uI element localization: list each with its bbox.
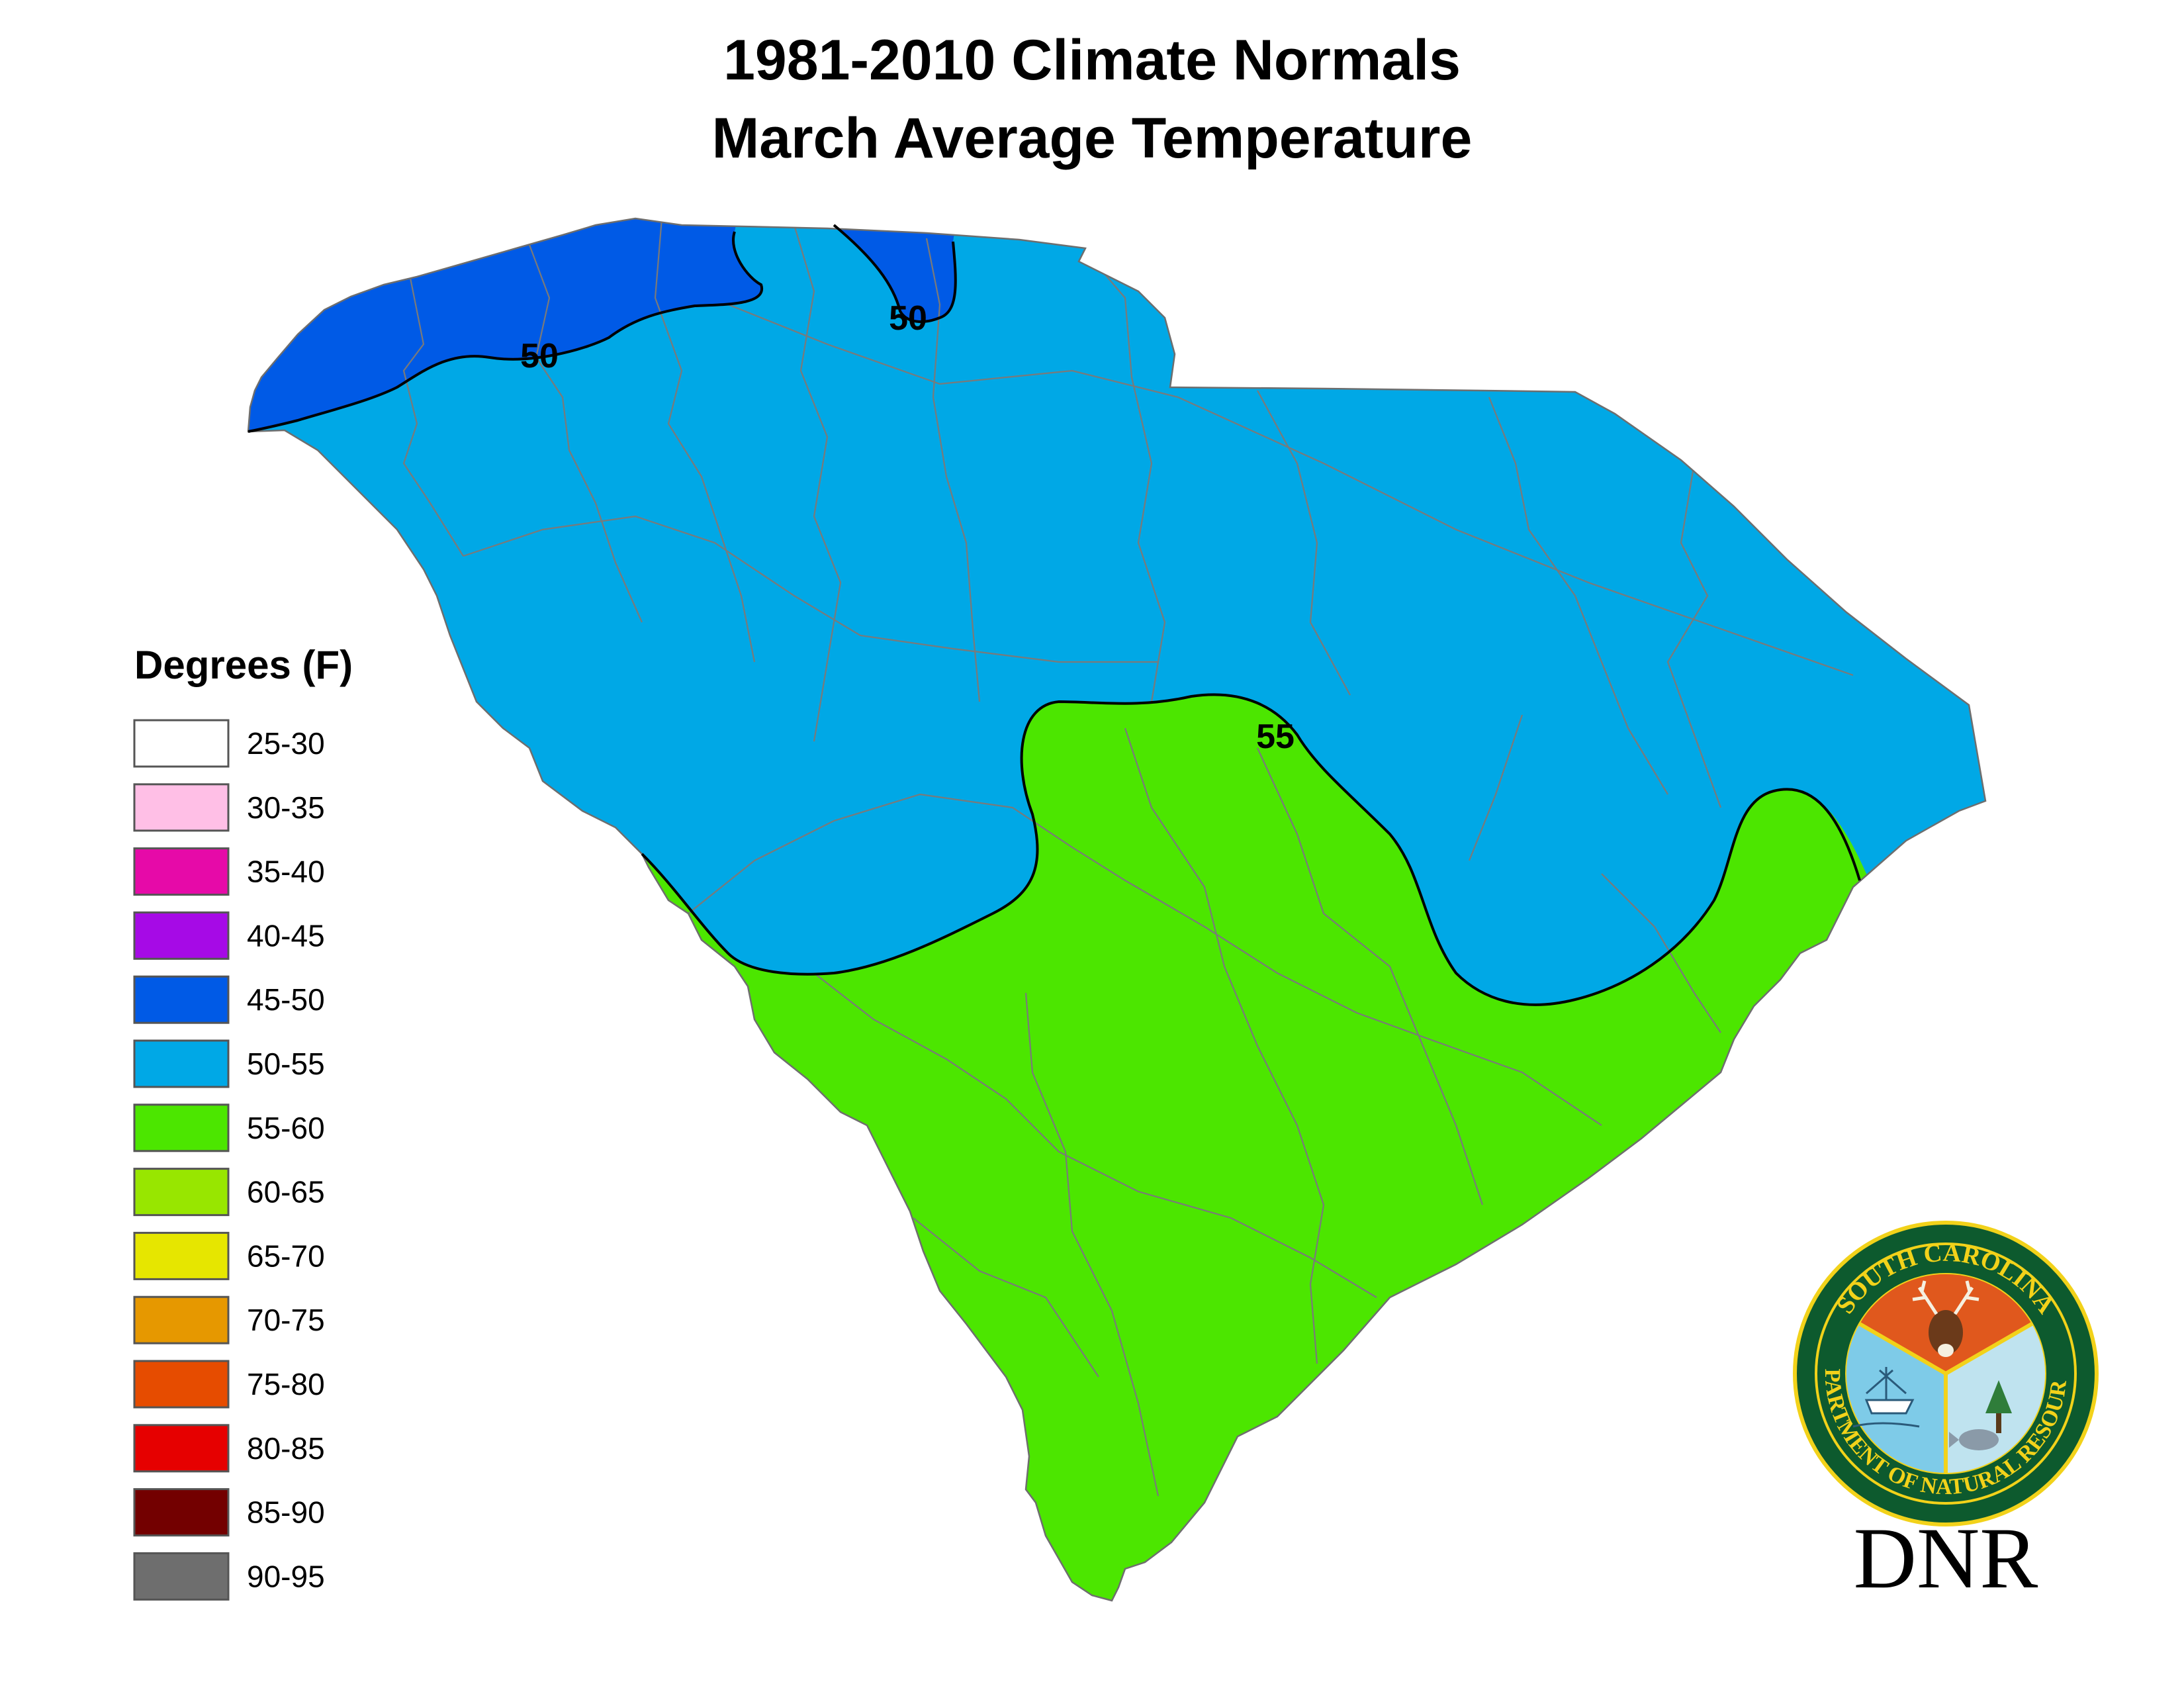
legend-swatch-55-60 bbox=[133, 1103, 230, 1152]
legend-label-80-85: 80-85 bbox=[247, 1431, 325, 1466]
legend-swatch-50-55 bbox=[133, 1039, 230, 1088]
isotherm-50-north-central bbox=[833, 224, 957, 323]
legend-label-65-70: 65-70 bbox=[247, 1239, 325, 1273]
legend-swatch-60-65 bbox=[133, 1168, 230, 1217]
state-map bbox=[248, 218, 1985, 1601]
legend-label-30-35: 30-35 bbox=[247, 790, 325, 825]
dnr-logo: SOUTH CAROLINA DEPARTMENT OF NATURAL RES… bbox=[1793, 1221, 2099, 1526]
legend-label-60-65: 60-65 bbox=[247, 1175, 325, 1209]
legend-swatch-75-80 bbox=[133, 1360, 230, 1409]
legend-label-45-50: 45-50 bbox=[247, 982, 325, 1017]
legend-swatch-45-50 bbox=[133, 975, 230, 1024]
isotherm-50-northwest bbox=[248, 231, 764, 433]
legend-label-25-30: 25-30 bbox=[247, 726, 325, 761]
isotherm-label-50-central: 50 bbox=[889, 299, 927, 338]
legend-swatch-40-45 bbox=[133, 911, 230, 960]
map-title-line-2: March Average Temperature bbox=[712, 107, 1473, 170]
legend-items: 25-30 30-35 35-40 40-45 45-50 50-55 55-60 60-65… bbox=[133, 719, 325, 1601]
legend-label-70-75: 70-75 bbox=[247, 1303, 325, 1337]
legend-swatch-80-85 bbox=[133, 1424, 230, 1473]
legend-label-50-55: 50-55 bbox=[247, 1047, 325, 1081]
zone-50-55 bbox=[248, 218, 1985, 1005]
legend-swatch-65-70 bbox=[133, 1231, 230, 1280]
legend-swatch-25-30 bbox=[133, 719, 230, 768]
legend-title: Degrees (F) bbox=[134, 643, 353, 687]
county-boundaries bbox=[402, 218, 1854, 1497]
legend-label-40-45: 40-45 bbox=[247, 918, 325, 953]
legend-label-90-95: 90-95 bbox=[247, 1559, 325, 1593]
legend-swatch-85-90 bbox=[133, 1488, 230, 1537]
dnr-wordmark: DNR bbox=[1854, 1509, 2038, 1607]
isotherm-label-55: 55 bbox=[1256, 718, 1295, 756]
legend: Degrees (F) 25-30 30-35 35-40 40-45 45-50 50-… bbox=[133, 643, 353, 1601]
map-title-line-1: 1981-2010 Climate Normals bbox=[723, 28, 1461, 92]
legend-label-75-80: 75-80 bbox=[247, 1367, 325, 1401]
legend-swatch-70-75 bbox=[133, 1295, 230, 1344]
deer-icon bbox=[1912, 1280, 1979, 1357]
legend-label-55-60: 55-60 bbox=[247, 1111, 325, 1145]
legend-swatch-90-95 bbox=[133, 1552, 230, 1601]
legend-swatch-35-40 bbox=[133, 847, 230, 896]
shrimp-boat-icon bbox=[1852, 1367, 1920, 1428]
legend-label-85-90: 85-90 bbox=[247, 1495, 325, 1530]
legend-swatch-30-35 bbox=[133, 783, 230, 832]
isotherm-55 bbox=[641, 693, 1861, 1006]
legend-label-35-40: 35-40 bbox=[247, 855, 325, 889]
tree-and-fish-icon bbox=[1949, 1380, 2012, 1450]
isotherm-label-50-west: 50 bbox=[520, 337, 559, 375]
isotherm-lines bbox=[248, 224, 1861, 1006]
